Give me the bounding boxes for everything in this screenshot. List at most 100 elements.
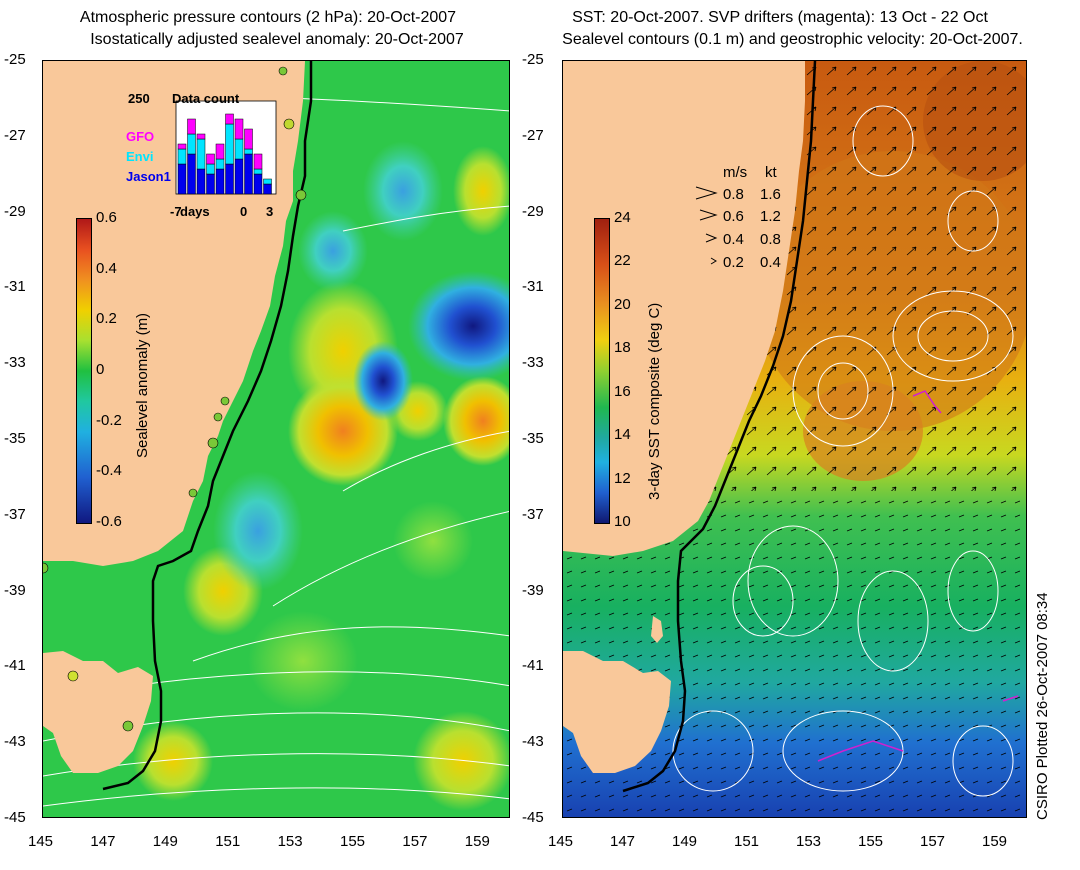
histogram-bar [177, 148, 187, 165]
histogram-bar [215, 168, 225, 195]
histogram-bar [206, 163, 215, 175]
sealevel-colorbar-tick: 0 [96, 361, 105, 378]
lat-tick-right: -35 [522, 430, 544, 447]
lon-tick-right: 157 [920, 833, 946, 850]
velocity-legend-header-ms: m/s [723, 164, 748, 181]
histogram-bar [225, 113, 234, 125]
data-count-histogram [175, 100, 277, 195]
histogram-bar [187, 118, 196, 135]
sealevel-colorbar-tick: 0.4 [96, 259, 117, 277]
inset-series-jason1: Jason1 [126, 169, 171, 184]
lat-tick-right: -37 [522, 505, 544, 523]
histogram-bar [177, 143, 187, 150]
histogram-bar [187, 153, 196, 195]
lat-tick-left: -37 [4, 505, 26, 523]
sst-colorbar-tick: 14 [614, 426, 631, 444]
histogram-bar [206, 173, 215, 195]
sealevel-anomaly-map [42, 60, 510, 818]
lon-tick-left: 155 [340, 833, 366, 850]
tide-gauge-markers [43, 66, 307, 732]
histogram-bar [225, 163, 234, 195]
sst-colorbar-label: 3-day SST composite (deg C) [646, 302, 663, 500]
velocity-legend-ms-2: 0.4 [723, 231, 744, 248]
histogram-bar [187, 133, 196, 155]
sst-colorbar-tick: 20 [614, 295, 631, 313]
sst-colorbar-tick: 16 [614, 382, 631, 400]
inset-x-right: 3 [266, 204, 274, 219]
lat-tick-right: -29 [522, 202, 544, 220]
lon-tick-left: 159 [464, 833, 490, 850]
lon-tick-right: 147 [610, 833, 636, 850]
sst-colorbar-tick: 24 [614, 209, 631, 226]
sealevel-colorbar [76, 218, 92, 524]
histogram-bar [244, 153, 253, 195]
lat-tick-left: -35 [4, 430, 26, 447]
velocity-legend-kt-2: 0.8 [760, 231, 781, 248]
sealevel-colorbar-tick: -0.2 [96, 411, 122, 429]
sealevel-colorbar-tick: 0.2 [96, 310, 117, 328]
histogram-bar [196, 138, 206, 170]
land-mass [563, 61, 805, 773]
lat-tick-left: -43 [4, 733, 26, 751]
lon-tick-left: 151 [215, 833, 241, 850]
sealevel-colorbar-label: Sealevel anomaly (m) [134, 312, 151, 458]
lat-tick-right: -33 [522, 354, 544, 372]
histogram-bar [215, 143, 225, 160]
histogram-bar [263, 178, 272, 185]
histogram-bar [244, 128, 253, 150]
lon-tick-left: 149 [152, 833, 178, 850]
lon-tick-right: 151 [734, 833, 760, 850]
lat-tick-right: -41 [522, 657, 544, 675]
lat-tick-left: -27 [4, 126, 26, 144]
sealevel-colorbar-tick: 0.6 [96, 209, 117, 226]
inset-max-label: 250 [128, 91, 150, 106]
lat-tick-right: -43 [522, 733, 544, 751]
lon-tick-left: 145 [28, 833, 54, 850]
lon-tick-right: 149 [672, 833, 698, 850]
lat-tick-left: -31 [4, 278, 26, 296]
right-title-line1: SST: 20-Oct-2007. SVP drifters (magenta)… [572, 9, 988, 26]
inset-series-gfo: GFO [126, 129, 155, 144]
lat-tick-left: -25 [4, 51, 26, 68]
lon-tick-left: 153 [277, 833, 303, 850]
lon-tick-right: 145 [548, 833, 574, 850]
sst-map [562, 60, 1027, 818]
sst-colorbar-tick: 18 [614, 339, 631, 357]
histogram-bar [234, 118, 244, 140]
arrow-scale-0.6-icon [699, 209, 718, 221]
lat-tick-right: -45 [522, 809, 544, 826]
histogram-bar [206, 153, 215, 165]
lon-tick-right: 153 [796, 833, 822, 850]
credit-label: CSIRO Plotted 26-Oct-2007 08:34 [1034, 592, 1051, 820]
left-title-line2: Isostatically adjusted sealevel anomaly:… [90, 31, 464, 48]
histogram-bar [177, 163, 187, 195]
left-title-line1: Atmospheric pressure contours (2 hPa): 2… [79, 9, 457, 26]
sst-colorbar-tick: 22 [614, 252, 631, 270]
velocity-legend-kt-1: 1.2 [760, 208, 781, 225]
inset-x-days: days [180, 204, 210, 219]
shelf-contour [102, 61, 313, 791]
histogram-bar [253, 153, 263, 170]
velocity-legend-kt-0: 1.6 [760, 186, 781, 203]
inset-x-left: -7 [170, 204, 182, 219]
sst-colorbar-tick: 12 [614, 469, 631, 487]
lat-tick-right: -27 [522, 126, 544, 144]
lon-tick-left: 157 [402, 833, 428, 850]
sst-colorbar [594, 218, 610, 524]
histogram-bar [225, 123, 234, 165]
inset-title: Data count [172, 91, 240, 106]
lat-tick-left: -45 [4, 809, 26, 826]
histogram-bar [234, 138, 244, 160]
velocity-legend-ms-3: 0.2 [723, 254, 744, 271]
histogram-bar [196, 133, 206, 140]
inset-series-envi: Envi [126, 149, 154, 164]
sealevel-colorbar-tick: -0.6 [96, 513, 122, 530]
lon-tick-right: 155 [858, 833, 884, 850]
velocity-legend-ms-0: 0.8 [723, 186, 744, 203]
lat-tick-left: -39 [4, 581, 26, 599]
lat-tick-right: -25 [522, 51, 544, 68]
histogram-bar [244, 148, 253, 155]
lat-tick-right: -39 [522, 581, 544, 599]
lat-tick-left: -29 [4, 202, 26, 220]
histogram-bar [215, 158, 225, 170]
